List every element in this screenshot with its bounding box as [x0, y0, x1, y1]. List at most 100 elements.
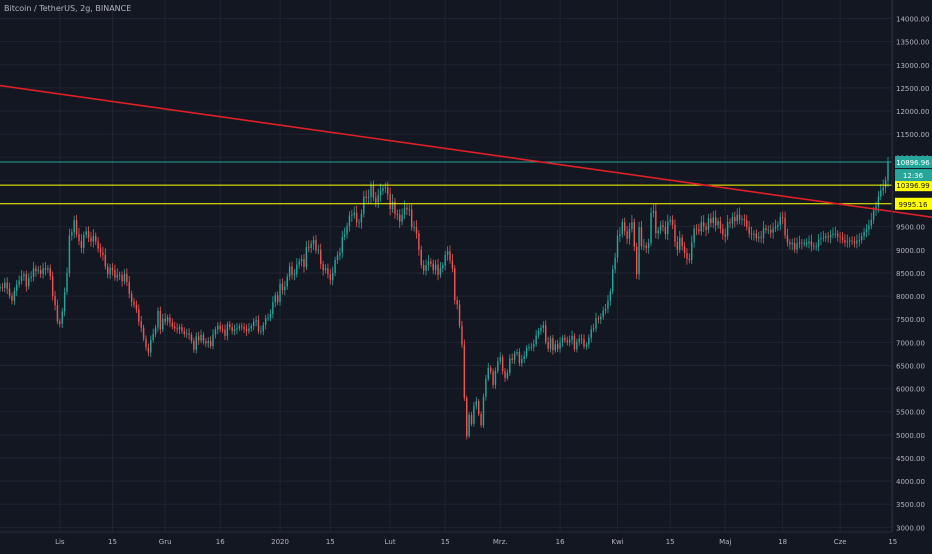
price-tick-label: 13000.00 — [896, 62, 929, 70]
candle-body — [504, 371, 506, 378]
candle-body — [56, 305, 59, 322]
candle-body — [193, 340, 195, 350]
candle-body — [528, 346, 530, 348]
candle-body — [683, 246, 686, 254]
candle-body — [233, 329, 236, 332]
price-tick-label: 12500.00 — [896, 85, 929, 93]
candle-body — [185, 333, 188, 335]
candle-body — [437, 264, 439, 275]
candle-body — [116, 274, 119, 278]
candle-body — [580, 338, 583, 340]
price-tick-label: 5500.00 — [896, 409, 925, 417]
candle-body — [262, 324, 265, 332]
candle-body — [825, 236, 827, 238]
candle-body — [243, 327, 245, 329]
candle-body — [123, 273, 126, 282]
candle-body — [312, 240, 315, 244]
time-tick-label: 15 — [666, 538, 675, 546]
candle-body — [310, 243, 312, 248]
candle-body — [513, 353, 516, 360]
candles — [0, 157, 889, 440]
candle-body — [473, 405, 475, 424]
candle-body — [765, 228, 767, 230]
candle-body — [552, 338, 554, 351]
time-axis[interactable]: Lis 15 Gru 16 2020 15 Lut 15 Mrz. 16 Kwi 15 Maj 18 Cze… — [55, 538, 932, 546]
candle-body — [291, 266, 293, 275]
candle-body — [18, 280, 20, 285]
candle-body — [150, 340, 152, 353]
candle-body — [865, 229, 868, 233]
candle-body — [767, 229, 770, 231]
candle-body — [99, 248, 102, 253]
candle-body — [506, 372, 509, 378]
time-tick-label: 15 — [326, 538, 335, 546]
candle-body — [576, 341, 578, 350]
candle-body — [413, 227, 415, 228]
candle-body — [860, 235, 863, 241]
candle-body — [535, 335, 537, 345]
candle-body — [784, 217, 786, 236]
candle-body — [418, 233, 420, 250]
candle-body — [298, 261, 300, 265]
candle-body — [415, 227, 418, 234]
candle-body — [494, 371, 497, 385]
candle-body — [693, 228, 695, 243]
candle-body — [753, 233, 755, 235]
candle-body — [42, 268, 44, 274]
candle-body — [434, 264, 437, 271]
candle-body — [214, 329, 217, 335]
time-tick-label: Lis — [55, 538, 65, 546]
candle-body — [329, 274, 332, 280]
candle-body — [779, 216, 782, 225]
candle-body — [516, 352, 518, 354]
candle-body — [691, 242, 693, 260]
candle-body — [63, 291, 66, 312]
candle-body — [68, 235, 71, 273]
candle-body — [652, 210, 655, 213]
time-tick-label: 15 — [888, 538, 897, 546]
candle-body — [805, 243, 808, 245]
candle-body — [827, 236, 829, 238]
candle-body — [480, 414, 482, 426]
time-tick-label: Cze — [834, 538, 847, 546]
candle-body — [679, 237, 681, 250]
candle-body — [229, 324, 231, 328]
candle-body — [264, 318, 267, 325]
candle-body — [403, 207, 406, 215]
candle-body — [466, 397, 468, 437]
candle-body — [87, 231, 90, 238]
candle-body — [700, 222, 703, 232]
price-tick-label: 5000.00 — [896, 432, 925, 440]
candle-body — [370, 185, 372, 198]
candle-body — [820, 238, 822, 240]
candle-body — [568, 340, 571, 343]
candle-body — [635, 247, 638, 275]
candle-body — [281, 283, 284, 291]
candle-body — [152, 334, 154, 341]
candle-body — [444, 254, 446, 266]
time-tick-label: 2020 — [271, 538, 289, 546]
candle-body — [85, 231, 87, 236]
candle-body — [643, 245, 645, 247]
price-tick-label: 3500.00 — [896, 501, 925, 509]
candle-body — [489, 367, 492, 372]
candle-body — [396, 214, 399, 215]
candle-body — [178, 327, 181, 330]
candle-body — [705, 226, 707, 230]
time-tick-label: Kwi — [611, 538, 623, 546]
candle-body — [657, 230, 659, 234]
candle-body — [607, 300, 609, 310]
price-axis[interactable]: 3000.00 3500.00 4000.00 4500.00 5000.00 5500.… — [896, 16, 929, 533]
price-tick-label: 6000.00 — [896, 386, 925, 394]
candle-body — [585, 344, 588, 347]
candle-body — [276, 295, 279, 303]
candle-body — [688, 259, 691, 260]
candle-body — [425, 265, 427, 271]
candle-body — [497, 361, 499, 372]
candle-body — [13, 290, 16, 301]
candle-body — [760, 236, 762, 238]
price-label-value: 10396.99 — [896, 182, 929, 190]
candle-body — [456, 300, 458, 305]
